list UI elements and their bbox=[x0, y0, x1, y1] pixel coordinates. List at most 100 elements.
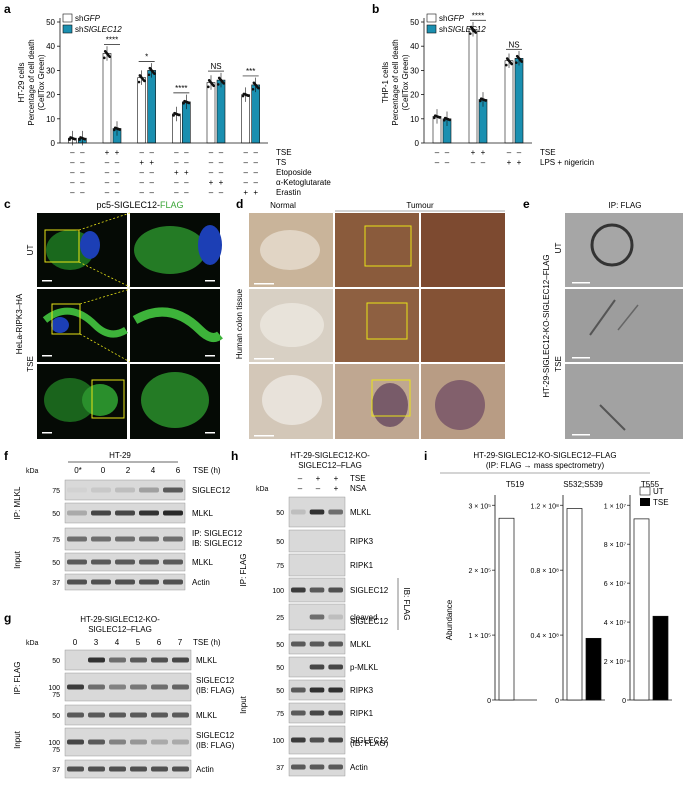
treatment-marker: – bbox=[149, 168, 154, 177]
blot-band bbox=[67, 510, 87, 516]
blot-label: RIPK1 bbox=[350, 709, 374, 718]
data-point bbox=[242, 92, 246, 96]
lane-marker: – bbox=[316, 484, 321, 493]
treatment-marker: – bbox=[435, 148, 440, 157]
blot-band bbox=[88, 684, 105, 690]
treatment-marker: – bbox=[219, 158, 224, 167]
blot-label: MLKL bbox=[196, 656, 217, 665]
kda-marker: 75 bbox=[52, 488, 60, 495]
data-point bbox=[172, 114, 175, 117]
blot-band bbox=[151, 739, 168, 745]
blot-band bbox=[172, 684, 189, 690]
group-label: Input bbox=[13, 730, 22, 749]
kda-marker: 50 bbox=[276, 642, 284, 649]
treatment-marker: – bbox=[219, 148, 224, 157]
blot-band bbox=[91, 510, 111, 516]
y-tick-label: 10 bbox=[46, 115, 55, 124]
blot-band bbox=[67, 766, 84, 772]
treatment-marker: – bbox=[243, 148, 248, 157]
bar bbox=[216, 79, 226, 144]
blot-label: Actin bbox=[350, 763, 368, 772]
kda-marker: 75 bbox=[52, 692, 60, 699]
bar bbox=[137, 77, 146, 144]
blot-strip bbox=[64, 759, 192, 779]
panel-label-g: g bbox=[4, 611, 11, 625]
treatment-marker: + bbox=[149, 158, 154, 167]
data-point bbox=[443, 118, 446, 122]
blot-label: IP: SIGLEC12 bbox=[192, 529, 243, 538]
y-tick-label: 20 bbox=[410, 91, 419, 100]
treatment-marker: – bbox=[139, 188, 144, 197]
y-tick-label: 1 × 10⁵ bbox=[468, 633, 491, 640]
panel-d-col-normal: Normal bbox=[270, 201, 296, 210]
blot-label: MLKL bbox=[350, 508, 371, 517]
panel-h-title-1: HT-29-SIGLEC12-KO- bbox=[290, 451, 370, 460]
treatment-marker: – bbox=[445, 158, 450, 167]
blot-strip bbox=[64, 704, 192, 726]
legend-swatch bbox=[426, 24, 437, 34]
treatment-marker: – bbox=[149, 188, 154, 197]
y-tick-label: 0.4 × 10⁸ bbox=[531, 633, 559, 640]
data-point bbox=[505, 57, 509, 60]
panel-i-chart: Abundance T519 0 1 × 10⁵ 2 × 10⁵ 3 × 10⁵ S532;… bbox=[445, 480, 672, 705]
treatment-marker: – bbox=[253, 158, 258, 167]
treatment-marker: – bbox=[517, 148, 522, 157]
bar bbox=[147, 70, 156, 144]
lane-label: 7 bbox=[178, 638, 183, 647]
y-tick-label: 6 × 10⁷ bbox=[604, 581, 627, 588]
blot-band bbox=[328, 614, 343, 620]
kda-marker: 50 bbox=[52, 713, 60, 720]
blot-label: MLKL bbox=[196, 711, 217, 720]
treatment-marker: – bbox=[471, 158, 476, 167]
panel-a-chart: 0 10 20 30 40 50 HT-29 cells Percentage of cell… bbox=[17, 13, 331, 197]
kda-marker: 100 bbox=[48, 685, 60, 692]
treatment-marker: – bbox=[115, 168, 120, 177]
kda-marker: 100 bbox=[272, 588, 284, 595]
treatment-marker: + bbox=[115, 148, 120, 157]
treatment-label: α-Ketoglutarate bbox=[276, 178, 331, 187]
blot-band bbox=[67, 684, 84, 690]
data-point bbox=[68, 138, 71, 141]
blot-band bbox=[130, 657, 147, 663]
treatment-marker: + bbox=[471, 148, 476, 157]
treatment-marker: – bbox=[174, 188, 179, 197]
blot-strip bbox=[288, 529, 346, 553]
panel-label-b: b bbox=[372, 2, 379, 16]
panel-c-images bbox=[37, 212, 223, 439]
blot-band bbox=[67, 487, 87, 493]
data-point bbox=[469, 32, 472, 35]
treatment-label: TS bbox=[276, 158, 286, 167]
treatment-marker: – bbox=[80, 158, 85, 167]
blot-band bbox=[291, 710, 306, 716]
panel-label-c: c bbox=[4, 197, 11, 211]
blot-band bbox=[139, 510, 159, 516]
panel-f-time: TSE (h) bbox=[193, 466, 221, 475]
treatment-marker: – bbox=[105, 158, 110, 167]
blot-band bbox=[291, 587, 306, 593]
y-tick-label: 0 bbox=[415, 139, 420, 148]
panel-label-f: f bbox=[4, 449, 9, 463]
treatment-marker: – bbox=[70, 178, 75, 187]
bar bbox=[468, 28, 478, 144]
kda-marker: 50 bbox=[276, 510, 284, 517]
data-point bbox=[69, 136, 72, 139]
blot-band bbox=[328, 764, 343, 770]
treatment-marker: – bbox=[253, 148, 258, 157]
panel-d-col-tumour: Tumour bbox=[406, 201, 434, 210]
kda-marker: 50 bbox=[276, 665, 284, 672]
significance-label: * bbox=[145, 52, 148, 61]
data-point bbox=[515, 54, 519, 58]
blot-band bbox=[291, 641, 306, 647]
y-tick-label: 2 × 10⁵ bbox=[468, 568, 491, 575]
panel-g-time: TSE (h) bbox=[193, 638, 221, 647]
group-label: IP: FLAG bbox=[239, 554, 248, 587]
data-point bbox=[505, 63, 508, 67]
y-tick-label: 10 bbox=[410, 115, 419, 124]
blot-band bbox=[91, 536, 111, 542]
data-point bbox=[182, 102, 185, 105]
panel-label-h: h bbox=[231, 449, 238, 463]
panel-i-title-2: (IP: FLAG → mass spectrometry) bbox=[486, 461, 605, 470]
blot-label: SIGLEC12 bbox=[350, 586, 389, 595]
bar bbox=[206, 82, 216, 144]
treatment-marker: – bbox=[105, 188, 110, 197]
